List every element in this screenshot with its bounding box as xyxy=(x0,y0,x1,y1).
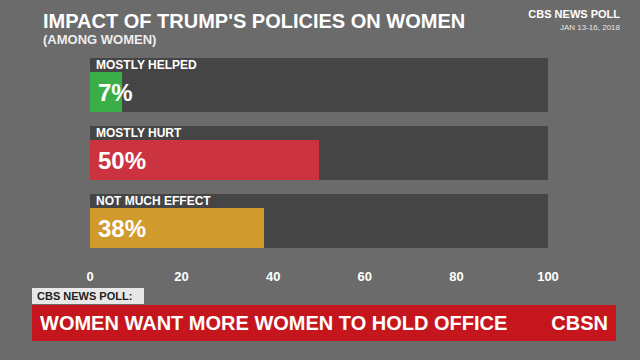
svg-text:IMPACT OF TRUMP'S POLICIES ON: IMPACT OF TRUMP'S POLICIES ON WOMEN xyxy=(43,10,465,32)
svg-text:(AMONG WOMEN): (AMONG WOMEN) xyxy=(43,32,156,47)
svg-text:CBS NEWS POLL: CBS NEWS POLL xyxy=(528,8,620,20)
svg-text:CBSN: CBSN xyxy=(551,312,608,334)
svg-text:JAN 13-16, 2018: JAN 13-16, 2018 xyxy=(560,23,621,32)
svg-text:0: 0 xyxy=(86,269,93,284)
svg-text:40: 40 xyxy=(266,269,280,284)
svg-text:MOSTLY HELPED: MOSTLY HELPED xyxy=(96,58,197,72)
svg-text:20: 20 xyxy=(174,269,188,284)
svg-text:60: 60 xyxy=(358,269,372,284)
svg-text:NOT MUCH EFFECT: NOT MUCH EFFECT xyxy=(96,194,211,208)
svg-text:80: 80 xyxy=(449,269,463,284)
svg-text:100: 100 xyxy=(537,269,559,284)
svg-text:WOMEN WANT MORE WOMEN TO HOLD: WOMEN WANT MORE WOMEN TO HOLD OFFICE xyxy=(40,312,507,334)
svg-text:7%: 7% xyxy=(98,79,133,106)
svg-text:38%: 38% xyxy=(98,215,146,242)
svg-text:CBS NEWS POLL:: CBS NEWS POLL: xyxy=(37,290,132,302)
svg-text:MOSTLY HURT: MOSTLY HURT xyxy=(96,126,182,140)
svg-text:50%: 50% xyxy=(98,147,146,174)
